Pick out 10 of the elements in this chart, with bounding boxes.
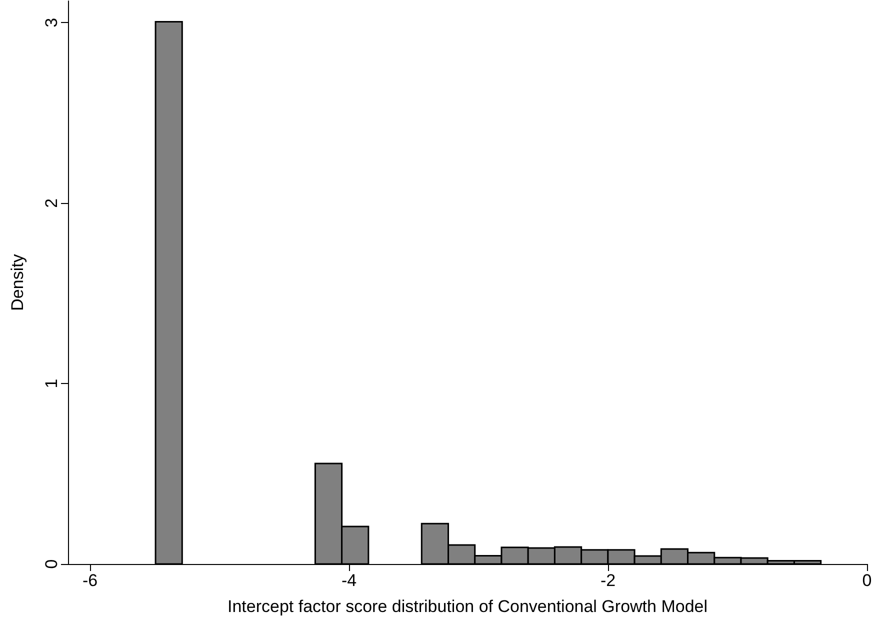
x-axis-title: Intercept factor score distribution of Conventional Growth Model xyxy=(227,597,708,616)
x-tick-label: 0 xyxy=(862,571,872,590)
x-tick-label: -2 xyxy=(600,571,616,590)
y-tick-label: 0 xyxy=(42,559,61,569)
x-tick-label: -6 xyxy=(82,571,98,590)
y-tick-label: 1 xyxy=(42,378,61,388)
x-tick-label: -4 xyxy=(341,571,357,590)
y-tick-label: 3 xyxy=(42,18,61,28)
y-axis-title: Density xyxy=(8,254,27,311)
y-tick-label: 2 xyxy=(42,198,61,208)
